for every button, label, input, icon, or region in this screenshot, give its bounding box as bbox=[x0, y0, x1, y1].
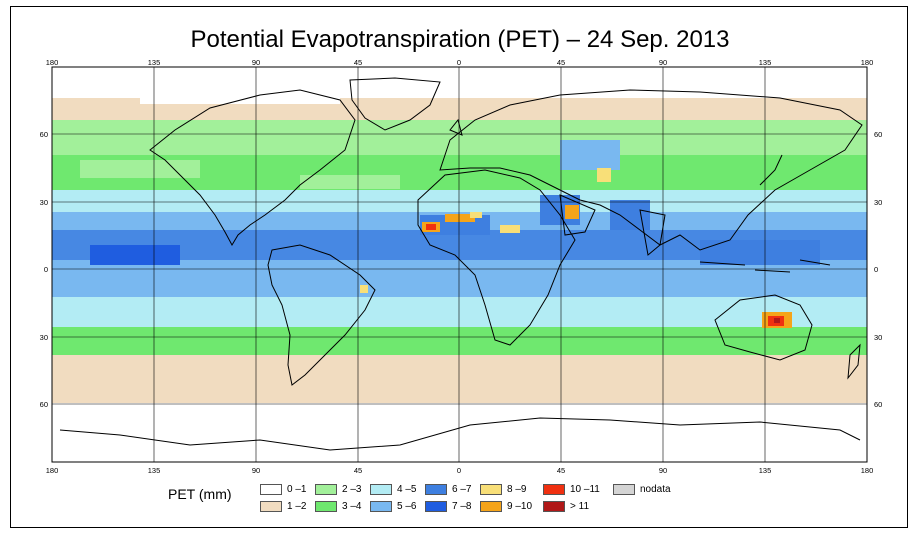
legend-swatch bbox=[425, 484, 447, 495]
legend-swatch bbox=[315, 484, 337, 495]
lat-tick: 30 bbox=[40, 198, 48, 207]
legend-label: 4 –5 bbox=[397, 484, 417, 495]
legend-label: 6 –7 bbox=[452, 484, 472, 495]
lon-tick: 135 bbox=[148, 58, 161, 67]
lat-tick: 30 bbox=[40, 333, 48, 342]
lon-tick: 180 bbox=[861, 466, 874, 475]
lat-tick: 30 bbox=[874, 333, 882, 342]
legend-swatch bbox=[425, 501, 447, 512]
legend-label: 1 –2 bbox=[287, 501, 307, 512]
legend-swatch bbox=[613, 484, 635, 495]
lon-labels-top: 180 135 90 45 0 45 90 135 180 bbox=[46, 58, 874, 67]
lon-tick: 45 bbox=[354, 466, 362, 475]
lon-tick: 135 bbox=[759, 466, 772, 475]
legend-label: 2 –3 bbox=[342, 484, 362, 495]
lat-tick: 30 bbox=[874, 198, 882, 207]
legend-label: 3 –4 bbox=[342, 501, 362, 512]
lat-tick: 60 bbox=[40, 130, 48, 139]
legend-label: 0 –1 bbox=[287, 484, 307, 495]
lat-tick: 60 bbox=[40, 400, 48, 409]
legend-swatch bbox=[260, 501, 282, 512]
lon-labels-bottom: 180 135 90 45 0 45 90 135 180 bbox=[46, 466, 874, 475]
legend-label: 5 –6 bbox=[397, 501, 417, 512]
lon-tick: 45 bbox=[557, 58, 565, 67]
legend-label: 8 –9 bbox=[507, 484, 527, 495]
lon-tick: 90 bbox=[659, 466, 667, 475]
legend-swatch bbox=[315, 501, 337, 512]
legend-title: PET (mm) bbox=[168, 486, 232, 502]
lon-tick: 45 bbox=[354, 58, 362, 67]
pet-field bbox=[52, 67, 867, 462]
legend-label: > 11 bbox=[570, 501, 589, 512]
legend-label: 9 –10 bbox=[507, 501, 533, 512]
lat-labels-left: 60 30 0 30 60 bbox=[40, 130, 48, 409]
lon-tick: 90 bbox=[659, 58, 667, 67]
map-title: Potential Evapotranspiration (PET) – 24 … bbox=[190, 26, 730, 53]
legend-swatch bbox=[370, 501, 392, 512]
legend-label: 7 –8 bbox=[452, 501, 472, 512]
graticule bbox=[52, 67, 867, 462]
legend-label: 10 –11 bbox=[570, 484, 600, 495]
lat-labels-right: 60 30 0 30 60 bbox=[874, 130, 882, 409]
lon-tick: 0 bbox=[457, 466, 461, 475]
legend-swatch bbox=[543, 501, 565, 512]
legend-swatch bbox=[480, 484, 502, 495]
map-border bbox=[51, 66, 868, 463]
legend-label: nodata bbox=[640, 484, 671, 495]
lon-tick: 45 bbox=[557, 466, 565, 475]
legend-swatch bbox=[370, 484, 392, 495]
legend-swatch bbox=[480, 501, 502, 512]
lon-tick: 90 bbox=[252, 466, 260, 475]
lon-tick: 135 bbox=[759, 58, 772, 67]
figure-frame bbox=[10, 6, 908, 528]
legend-swatch bbox=[543, 484, 565, 495]
lat-tick: 0 bbox=[44, 265, 48, 274]
lon-tick: 135 bbox=[148, 466, 161, 475]
legend-swatch bbox=[260, 484, 282, 495]
lat-tick: 0 bbox=[874, 265, 878, 274]
lon-tick: 180 bbox=[46, 58, 59, 67]
lon-tick: 90 bbox=[252, 58, 260, 67]
lon-tick: 180 bbox=[46, 466, 59, 475]
lon-tick: 0 bbox=[457, 58, 461, 67]
lon-tick: 180 bbox=[861, 58, 874, 67]
lat-tick: 60 bbox=[874, 130, 882, 139]
lat-tick: 60 bbox=[874, 400, 882, 409]
